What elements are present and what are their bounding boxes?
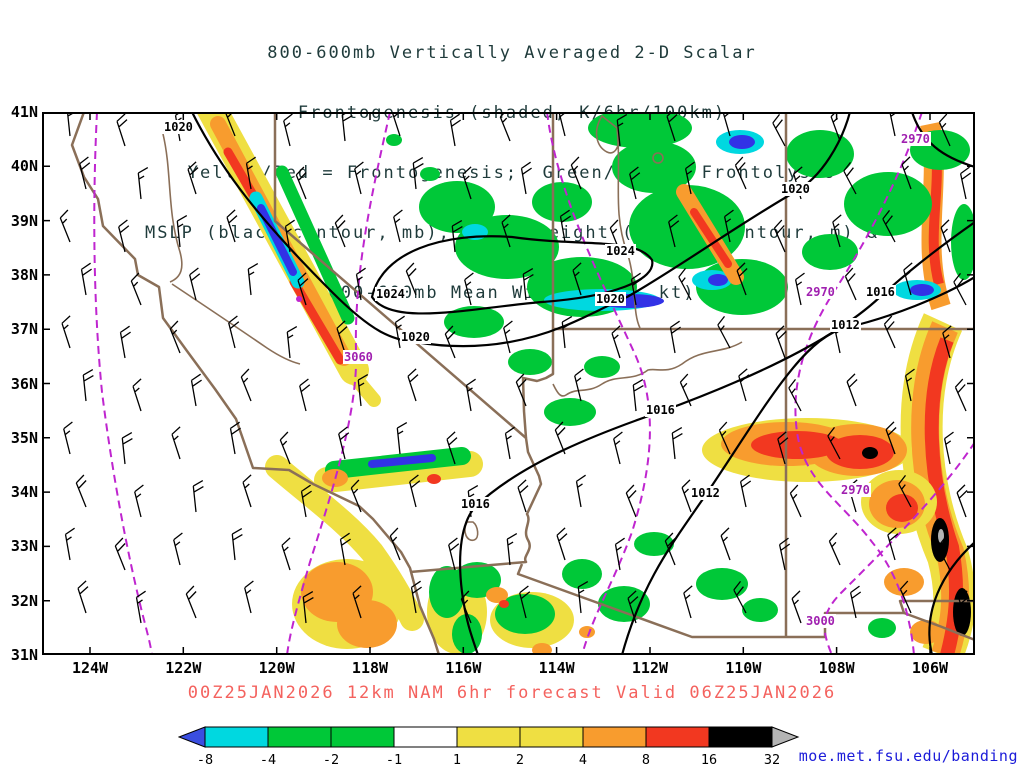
height-contours [93, 112, 975, 655]
lon-label: 110W [725, 659, 762, 677]
colorbar-tick-label: 16 [701, 752, 717, 768]
lon-label: 118W [351, 659, 389, 677]
colorbar-tick-label: 8 [642, 752, 650, 768]
colorbar: -8 -4 -2 -1 1 2 4 8 16 32 [178, 726, 800, 768]
height-contour-label: 3060 [343, 350, 374, 364]
mslp-contour-label: 1020 [400, 330, 431, 344]
mslp-contour-label: 1024 [605, 244, 636, 258]
lon-label: 116W [445, 659, 482, 677]
colorbar-segment [645, 726, 710, 748]
lat-label: 40N [10, 157, 38, 176]
lon-label: 112W [631, 659, 669, 677]
colorbar-tick-label: -4 [260, 752, 276, 768]
lat-label: 31N [10, 646, 38, 664]
colorbar-tick-label: -2 [323, 752, 339, 768]
height-contour-label: 3000 [805, 614, 836, 628]
mslp-contour-label: 1016 [460, 497, 491, 511]
mslp-contour-label: 1020 [780, 182, 811, 196]
colorbar-segment [708, 726, 773, 748]
height-contour-label: 2970 [900, 132, 931, 146]
colorbar-right-arrow [771, 726, 800, 748]
height-contour-label: 2970 [840, 483, 871, 497]
lat-label: 36N [10, 374, 38, 393]
lon-label: 114W [538, 659, 575, 677]
colorbar-tick-label: -8 [197, 752, 213, 768]
title-line-1: 800-600mb Vertically Averaged 2-D Scalar [267, 43, 757, 63]
colorbar-tick-label: 4 [579, 752, 587, 768]
mslp-contour-label: 1016 [865, 285, 896, 299]
lon-label: 122W [165, 659, 202, 677]
map-frame [42, 112, 975, 655]
lat-label: 34N [10, 483, 38, 502]
colorbar-tick-label: 1 [453, 752, 461, 768]
coastline [70, 112, 441, 655]
colorbar-segment [519, 726, 584, 748]
rio-grande [903, 611, 975, 642]
colorbar-segment [204, 726, 269, 748]
nv-ut-az-border [521, 112, 555, 439]
wind-barbs [59, 112, 972, 624]
axis-ticks [42, 112, 975, 655]
lat-label: 35N [10, 428, 38, 447]
lat-label: 32N [10, 591, 38, 610]
credit-link[interactable]: moe.met.fsu.edu/banding [798, 747, 1018, 765]
lat-label: 39N [10, 211, 38, 230]
lat-label: 41N [10, 103, 38, 121]
lon-label: 108W [818, 659, 855, 677]
mslp-contour-label: 1020 [163, 120, 194, 134]
colorbar-segment [267, 726, 332, 748]
colorbar-tick-label: 2 [516, 752, 524, 768]
lat-label: 37N [10, 320, 38, 339]
mslp-contour-label: 1024 [375, 287, 406, 301]
lon-label: 120W [258, 659, 295, 677]
colorbar-tick-label: -1 [386, 752, 402, 768]
lon-label: 124W [71, 659, 109, 677]
state-borders [70, 112, 975, 655]
colorbar-segment [393, 726, 458, 748]
height-contour-label: 2970 [805, 285, 836, 299]
colorbar-segment [456, 726, 521, 748]
colorbar-tick-label: 32 [764, 752, 780, 768]
lon-label: 106W [911, 659, 949, 677]
ca-nv-border [273, 112, 543, 574]
mslp-contour-label: 1016 [645, 403, 676, 417]
forecast-valid-text: 00Z25JAN2026 12km NAM 6hr forecast Valid… [187, 683, 837, 703]
colorbar-segment [330, 726, 395, 748]
colorbar-segment [582, 726, 647, 748]
mslp-contour-label: 1012 [690, 486, 721, 500]
lat-label: 33N [10, 537, 38, 556]
mslp-contour-label: 1012 [830, 318, 861, 332]
lat-label: 38N [10, 265, 38, 284]
colorbar-left-arrow [178, 726, 206, 748]
map-canvas [42, 112, 975, 655]
mslp-contour-label: 1020 [595, 292, 626, 306]
